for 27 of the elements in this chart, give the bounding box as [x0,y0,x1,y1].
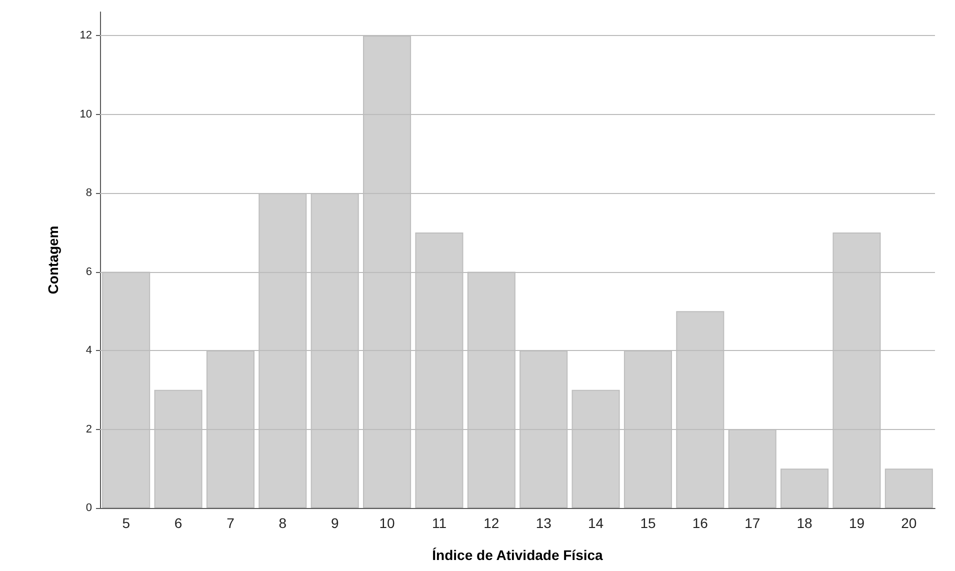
x-tick-label: 12 [484,515,500,531]
x-tick-label: 15 [640,515,656,531]
x-tick-label: 5 [122,515,130,531]
x-axis-title: Índice de Atividade Física [432,547,604,563]
y-tick-label: 10 [80,108,92,120]
x-tick-label: 11 [432,515,447,531]
bar [780,468,829,508]
x-tick-label: 16 [692,515,708,531]
x-tick-label: 20 [901,515,917,531]
y-tick-label: 12 [80,30,92,42]
y-tick-label: 8 [86,187,92,200]
x-tick-label: 17 [744,515,760,531]
x-tick-label: 14 [588,515,604,531]
y-tick-label: 2 [86,423,92,436]
x-tick-label: 7 [226,515,235,531]
x-tick-label: 6 [174,515,182,531]
x-tick-label: 9 [330,515,339,531]
x-tick-label: 13 [536,515,552,531]
y-tick-label: 6 [86,266,92,278]
x-tick-label: 10 [379,515,396,531]
y-tick-label: 4 [86,344,92,357]
x-tick-label: 18 [796,515,813,531]
y-tick-label: 0 [86,502,92,514]
x-tick-label: 19 [848,515,865,531]
y-axis-title: Contagem [45,226,61,294]
x-tick-label: 8 [278,515,287,531]
bar [884,468,933,508]
